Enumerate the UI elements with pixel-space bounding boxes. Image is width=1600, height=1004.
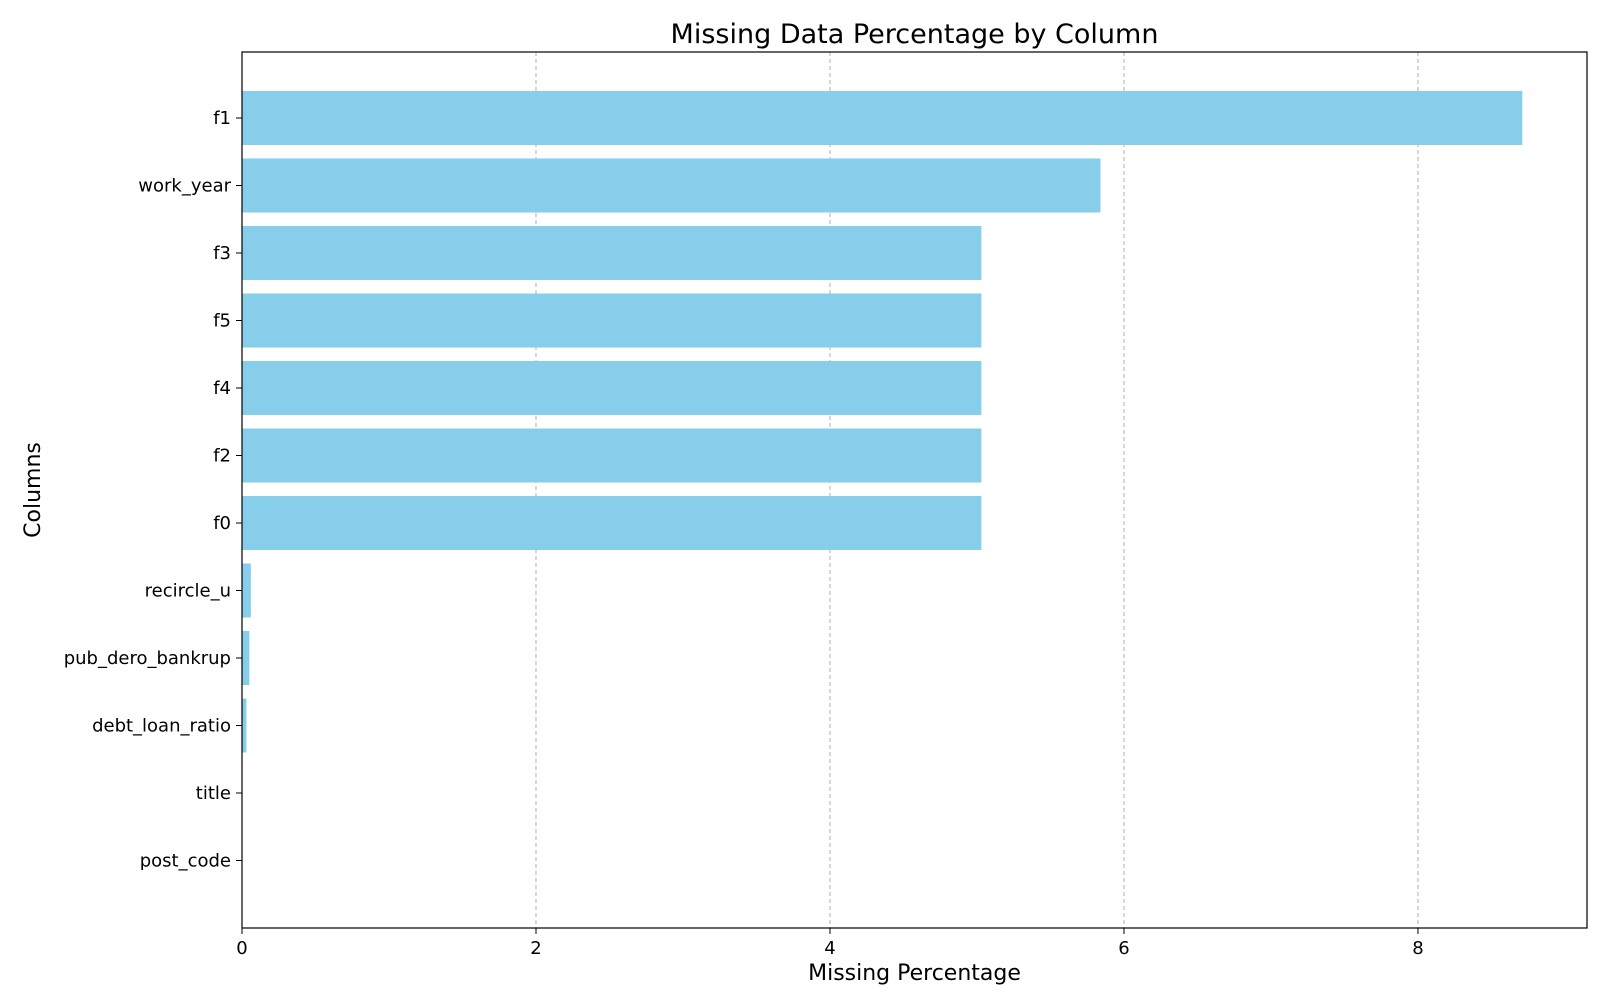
bar [242, 293, 982, 348]
bar [242, 226, 982, 280]
bar [242, 91, 1523, 145]
y-tick-label: pub_dero_bankrup [64, 648, 231, 669]
y-tick-label: f5 [213, 311, 231, 332]
y-tick-label: work_year [138, 176, 231, 197]
y-axis-label: Columns [21, 442, 46, 538]
x-tick-label: 0 [236, 938, 247, 959]
y-tick-label: f3 [213, 243, 231, 264]
bar [242, 158, 1101, 213]
x-tick-label: 6 [1118, 938, 1129, 959]
y-tick-label: recircle_u [145, 581, 231, 602]
bar [242, 496, 982, 550]
bars [242, 91, 1523, 753]
bar [242, 631, 250, 685]
x-axis-ticks: 0 2 4 6 8 [236, 928, 1424, 959]
y-tick-label: f0 [213, 513, 231, 534]
y-tick-label: f1 [213, 108, 231, 129]
x-tick-label: 2 [530, 938, 541, 959]
y-tick-label: debt_loan_ratio [92, 716, 231, 737]
y-tick-label: f2 [213, 446, 231, 467]
bar [242, 428, 982, 483]
chart-title: Missing Data Percentage by Column [671, 19, 1159, 50]
bar [242, 361, 982, 415]
x-tick-label: 4 [824, 938, 835, 959]
bar [242, 698, 247, 753]
x-tick-label: 8 [1412, 938, 1423, 959]
y-tick-label: title [196, 783, 231, 804]
y-tick-label: f4 [213, 378, 231, 399]
x-axis-label: Missing Percentage [808, 961, 1021, 986]
bar [242, 563, 251, 618]
y-tick-label: post_code [140, 851, 231, 872]
y-axis-ticks: f1 work_year f3 f5 f4 f2 f0 recircle_u pub_dero_… [64, 108, 242, 872]
plot-frame [241, 51, 1588, 929]
